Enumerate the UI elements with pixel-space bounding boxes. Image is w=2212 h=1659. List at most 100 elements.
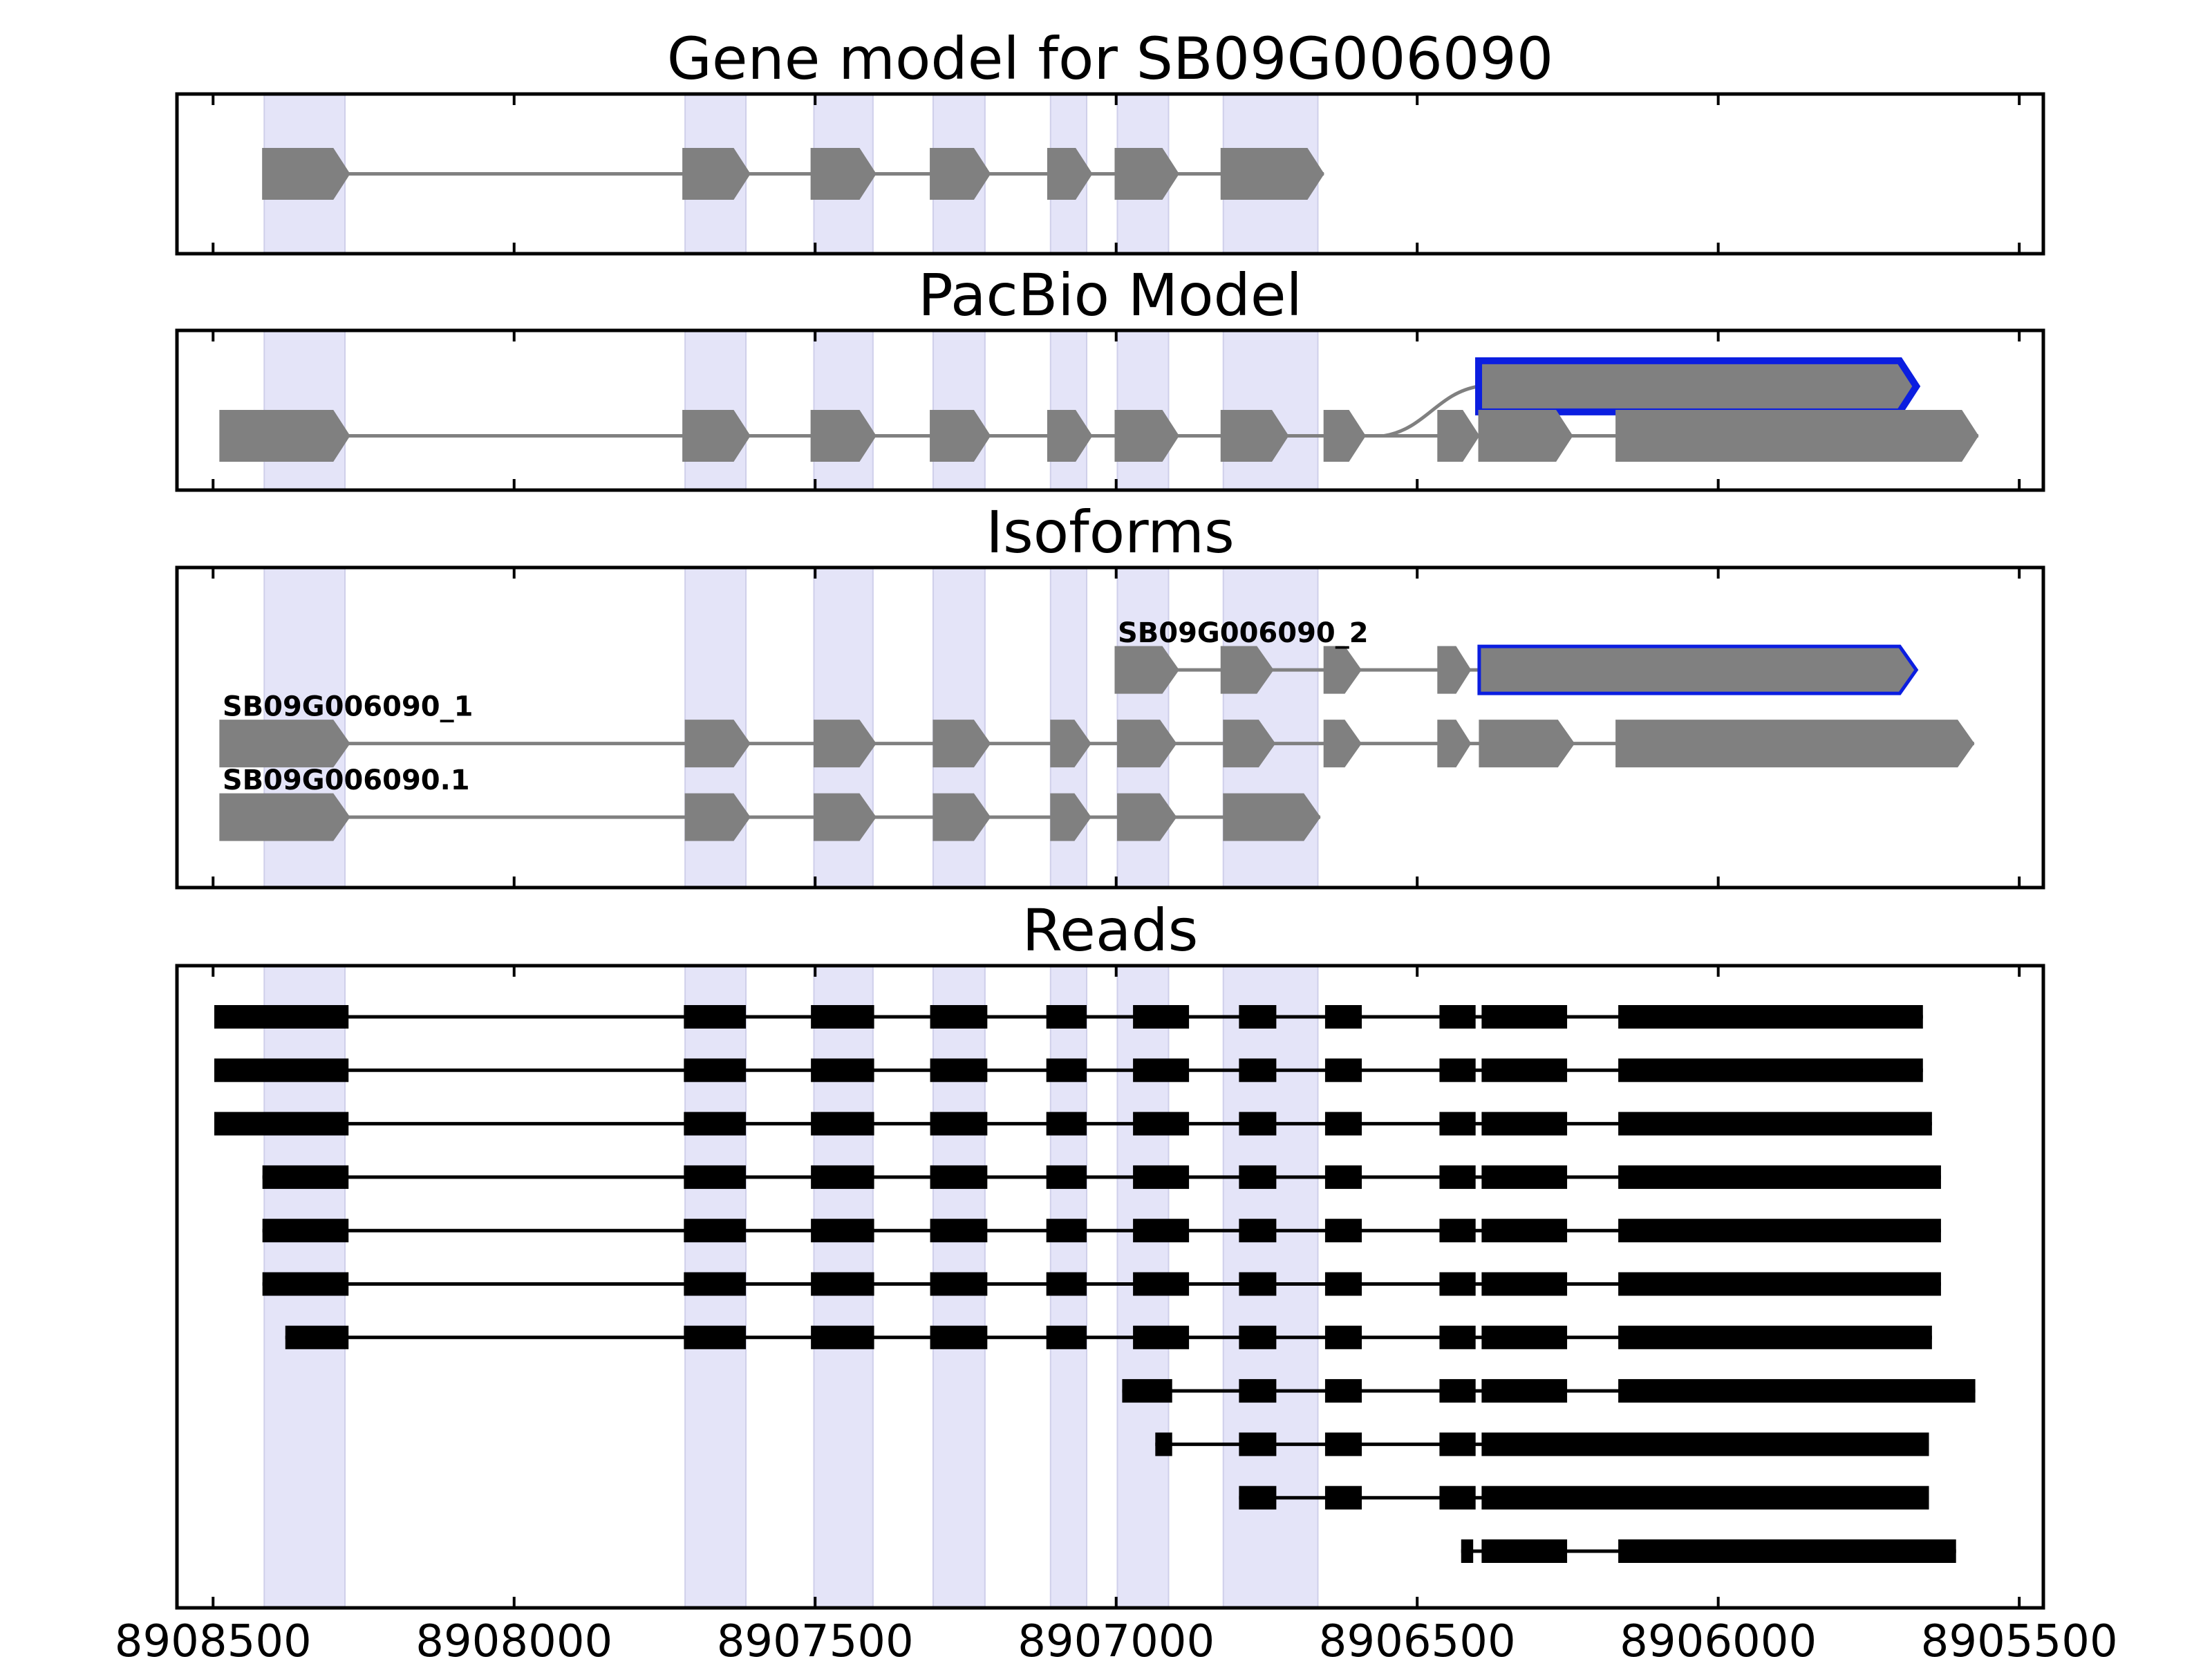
read-exon xyxy=(930,1272,988,1296)
read-exon xyxy=(811,1325,874,1349)
read-exon xyxy=(1439,1325,1476,1349)
read-exon xyxy=(1618,1005,1923,1029)
read-exon xyxy=(1046,1219,1087,1243)
exon-arrow xyxy=(1437,646,1472,694)
exon-arrow xyxy=(1615,409,1979,462)
panel-title: PacBio Model xyxy=(918,261,1302,329)
read-row xyxy=(214,1112,1932,1136)
panel-frame xyxy=(175,964,2045,1610)
read-exon xyxy=(684,1272,747,1296)
read-exon xyxy=(1046,1165,1087,1189)
tracks xyxy=(214,148,1979,1563)
panel-frame xyxy=(175,92,2045,256)
exon-arrow xyxy=(1479,720,1575,768)
exon-arrow xyxy=(1114,148,1179,200)
read-exon xyxy=(811,1005,874,1029)
exon-arrow xyxy=(813,793,877,841)
exon-arrow xyxy=(682,148,751,200)
read-exon xyxy=(930,1005,988,1029)
panel-title: Reads xyxy=(1022,897,1199,964)
read-exon xyxy=(1618,1539,1956,1563)
isoform-label: SB09G006090_2 xyxy=(1118,617,1369,649)
read-row xyxy=(262,1165,1941,1189)
read-exon xyxy=(1439,1219,1476,1243)
transcript-row xyxy=(219,793,1321,841)
read-exon xyxy=(811,1165,874,1189)
panel-title: Isoforms xyxy=(986,498,1235,566)
x-tick-label: 8908000 xyxy=(415,1616,612,1659)
exon-arrow xyxy=(1114,409,1179,462)
exon-arrow xyxy=(1323,646,1362,694)
exon-arrow xyxy=(219,793,350,841)
exon-arrow xyxy=(1047,148,1093,200)
transcript-row xyxy=(219,720,1975,768)
read-exon xyxy=(1122,1379,1172,1403)
exon-arrow xyxy=(219,720,350,768)
x-tick-label: 8907000 xyxy=(1018,1616,1215,1659)
read-exon xyxy=(1618,1325,1932,1349)
panel-frames xyxy=(175,92,2045,1610)
read-exon xyxy=(811,1219,874,1243)
read-exon xyxy=(684,1005,747,1029)
read-exon xyxy=(1239,1005,1277,1029)
read-exon xyxy=(1239,1165,1277,1189)
read-exon xyxy=(684,1058,747,1082)
read-exon xyxy=(1481,1272,1568,1296)
read-exon xyxy=(285,1325,349,1349)
read-exon xyxy=(214,1005,349,1029)
x-tick-label: 8907500 xyxy=(717,1616,914,1659)
transcript-row xyxy=(1114,644,1919,695)
read-exon xyxy=(1618,1219,1941,1243)
read-exon xyxy=(1324,1219,1362,1243)
read-exon xyxy=(1618,1272,1941,1296)
read-exon xyxy=(811,1058,874,1082)
exon-arrow xyxy=(1615,720,1975,768)
labels: Gene model for SB09G006090 PacBio Model Is… xyxy=(115,25,2118,1659)
read-exon xyxy=(1439,1058,1476,1082)
read-exon xyxy=(214,1112,349,1136)
read-exon xyxy=(1239,1219,1277,1243)
read-exon xyxy=(930,1165,988,1189)
read-row xyxy=(262,1272,1941,1296)
exon-arrow xyxy=(1220,646,1274,694)
exon-arrow xyxy=(932,793,991,841)
exon-arrow xyxy=(1223,720,1276,768)
exon-arrow xyxy=(1475,357,1921,415)
read-exon xyxy=(930,1058,988,1082)
exon-arrow xyxy=(1220,148,1324,200)
read-exon xyxy=(684,1325,747,1349)
read-exon xyxy=(1324,1379,1362,1403)
exon-arrow xyxy=(1477,644,1919,695)
transcript-row xyxy=(262,148,1324,200)
isoform-label: SB09G006090_1 xyxy=(223,691,474,723)
read-exon xyxy=(1481,1219,1568,1243)
exon-arrow xyxy=(1050,720,1091,768)
exon-arrow xyxy=(930,148,991,200)
read-exon xyxy=(811,1112,874,1136)
read-exon xyxy=(1239,1325,1277,1349)
read-exon xyxy=(1133,1058,1190,1082)
read-exon xyxy=(1324,1165,1362,1189)
read-exon xyxy=(1239,1379,1277,1403)
read-exon xyxy=(1481,1058,1568,1082)
exon-arrow xyxy=(932,720,991,768)
read-exon xyxy=(262,1272,349,1296)
read-exon xyxy=(811,1272,874,1296)
read-exon xyxy=(1046,1058,1087,1082)
read-exon xyxy=(1239,1272,1277,1296)
x-tick-label: 8906500 xyxy=(1319,1616,1516,1659)
exon-arrow xyxy=(219,409,350,462)
read-exon xyxy=(1481,1485,1929,1510)
read-exon xyxy=(1324,1432,1362,1456)
exon-arrow xyxy=(1050,793,1091,841)
read-exon xyxy=(262,1219,349,1243)
read-exon xyxy=(1481,1325,1568,1349)
read-exon xyxy=(1439,1112,1476,1136)
panel-frame xyxy=(175,328,2045,492)
read-exon xyxy=(1046,1112,1087,1136)
read-row xyxy=(1122,1379,1976,1403)
exon-arrow xyxy=(1223,793,1321,841)
panel-frame xyxy=(175,565,2045,890)
read-exon xyxy=(1481,1165,1568,1189)
read-exon xyxy=(930,1219,988,1243)
